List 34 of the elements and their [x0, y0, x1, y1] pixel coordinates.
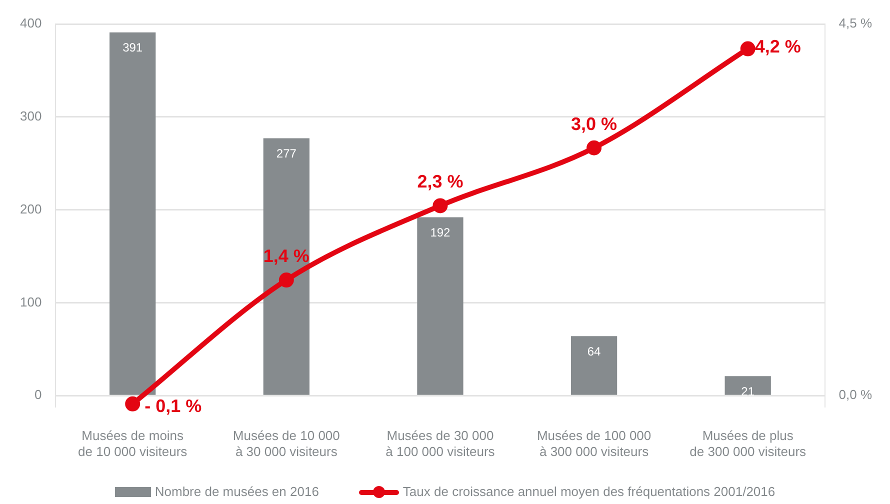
x-tick-label: Musées de 30 000 à 100 000 visiteurs [386, 428, 496, 459]
data-label: 391 [122, 40, 143, 55]
bar [110, 32, 156, 395]
data-label: 64 [587, 344, 602, 358]
data-label: 4,2 % [754, 36, 801, 57]
point [586, 140, 602, 156]
y2-tick-label: 4,5 % [838, 16, 872, 31]
x-tick-label: Musées de plus de 300 000 visiteurs [690, 428, 807, 459]
data-label: - 0,1 % [144, 396, 202, 416]
data-label: 21 [741, 384, 755, 398]
bar [417, 217, 464, 395]
data-label: 192 [430, 226, 451, 240]
y-tick-label: 0 [34, 387, 42, 402]
point [125, 396, 140, 412]
y-tick-label: 100 [20, 294, 42, 310]
legend-label: Taux de croissance annuel moyen des fréquentations 2001/2016 [402, 484, 776, 499]
x-tick-label: Musées de moins de 10 000 visiteurs [78, 428, 188, 459]
point [432, 198, 448, 214]
point [740, 41, 756, 56]
x-tick-label: Musées de 100 000 à 300 000 visiteurs [536, 428, 652, 459]
y-tick-label: 300 [20, 108, 42, 124]
point [278, 272, 294, 288]
y-tick-label: 400 [20, 16, 42, 31]
bar [263, 138, 310, 395]
data-label: 1,4 % [263, 246, 310, 266]
bar [724, 376, 771, 395]
y2-tick-label: 0,0 % [838, 387, 872, 402]
x-tick-label: Musées de 10 000 à 30 000 visiteurs [232, 428, 340, 459]
legend-label: Nombre de musées en 2016 [154, 484, 319, 499]
y-tick-label: 200 [20, 201, 42, 216]
bar [570, 336, 618, 395]
data-label: 2,3 % [417, 172, 464, 192]
data-label: 3,0 % [571, 114, 618, 134]
data-label: 277 [276, 146, 297, 161]
